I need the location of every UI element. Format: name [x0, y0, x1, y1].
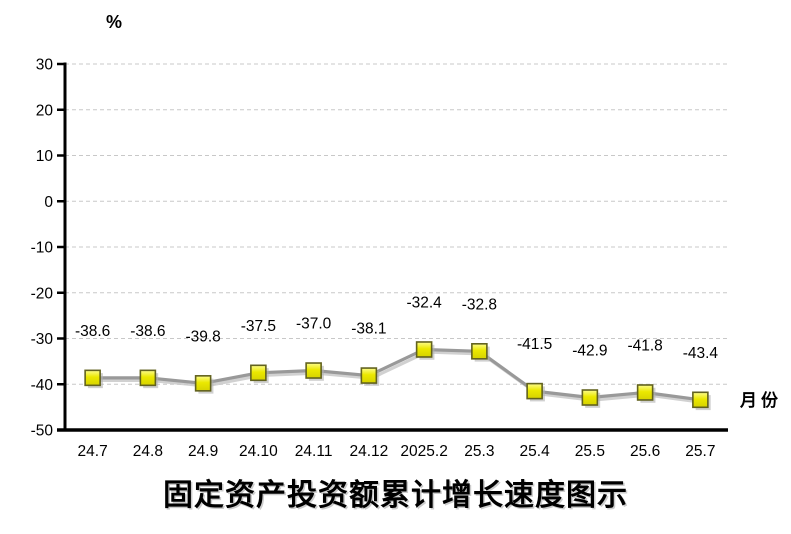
data-point-marker: [360, 367, 378, 384]
y-axis-label: -40: [31, 377, 54, 394]
x-axis-label: 25.7: [685, 443, 715, 460]
chart-title: 固定资产投资额累计增长速度图示: [163, 479, 628, 512]
data-point-marker: [692, 391, 709, 409]
x-axis-label: 24.10: [239, 443, 278, 460]
data-point-marker: [305, 362, 322, 379]
y-axis-label: -20: [31, 285, 54, 302]
y-axis-label: 20: [36, 102, 54, 119]
data-label: -37.5: [241, 318, 276, 335]
x-axis-label: 2025.2: [400, 443, 447, 460]
data-label: -38.6: [130, 323, 165, 340]
y-axis-label: 30: [36, 57, 54, 74]
data-label: -42.9: [572, 343, 607, 360]
y-axis-label: 10: [36, 148, 54, 165]
data-label: -37.0: [296, 316, 332, 333]
data-label: -32.8: [462, 296, 497, 313]
data-point-marker: [581, 389, 599, 406]
x-axis-label: 24.12: [349, 443, 388, 460]
data-label: -43.4: [683, 345, 719, 362]
data-label: -38.1: [351, 321, 386, 338]
x-axis-label: 25.5: [575, 443, 605, 460]
x-axis-label: 24.9: [188, 443, 218, 460]
data-point-marker: [471, 343, 488, 360]
data-label: -39.8: [185, 328, 220, 345]
data-point-marker: [250, 364, 267, 382]
y-axis-label: -50: [31, 423, 54, 440]
data-point-marker: [84, 369, 101, 387]
data-label: -32.4: [406, 294, 442, 311]
data-point-marker: [636, 384, 654, 401]
y-axis-label: -10: [31, 240, 54, 257]
data-point-marker: [194, 375, 212, 392]
x-axis-label: 25.3: [464, 443, 494, 460]
series-line: [91, 347, 702, 402]
y-axis-label: 0: [44, 194, 53, 211]
data-point-marker: [139, 369, 157, 387]
data-point-marker: [415, 341, 433, 358]
y-axis-unit-label: %: [106, 12, 123, 32]
y-axis-label: -30: [31, 331, 54, 348]
data-label: -41.5: [517, 336, 552, 353]
x-axis-label: 25.6: [630, 443, 660, 460]
x-axis-unit-label: 月份: [740, 391, 782, 410]
x-axis-label: 24.11: [295, 443, 333, 460]
x-axis-label: 24.7: [78, 443, 108, 460]
data-label: -38.6: [75, 323, 110, 340]
data-point-marker: [526, 382, 543, 400]
x-axis-label: 25.4: [520, 443, 551, 460]
data-label: -41.8: [627, 337, 662, 354]
x-axis-label: 24.8: [133, 443, 163, 460]
